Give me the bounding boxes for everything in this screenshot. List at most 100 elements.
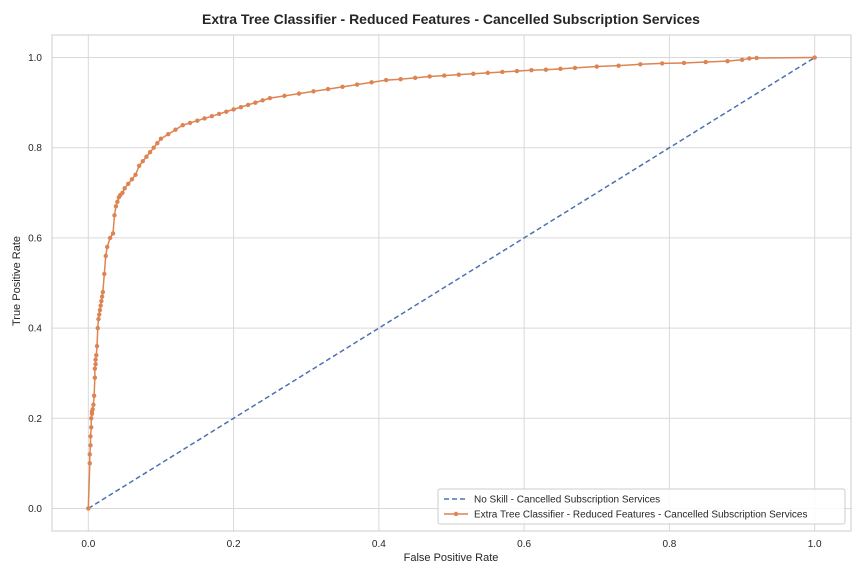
roc-point bbox=[253, 100, 258, 105]
roc-point bbox=[126, 181, 131, 186]
roc-point bbox=[340, 84, 345, 90]
roc-point bbox=[173, 127, 178, 132]
roc-point bbox=[231, 107, 236, 112]
roc-point bbox=[99, 294, 105, 299]
roc-point bbox=[245, 102, 251, 108]
roc-point bbox=[89, 425, 94, 430]
x-tick-label: 0.6 bbox=[517, 539, 531, 550]
roc-point bbox=[151, 145, 156, 150]
roc-point bbox=[98, 303, 103, 308]
roc-point bbox=[88, 443, 93, 448]
roc-point bbox=[96, 316, 101, 322]
roc-point bbox=[529, 67, 534, 73]
roc-point bbox=[140, 159, 145, 164]
series-layer bbox=[86, 55, 817, 511]
roc-point bbox=[103, 253, 108, 259]
roc-point bbox=[224, 109, 229, 114]
roc-point bbox=[100, 289, 106, 295]
roc-point bbox=[311, 89, 316, 94]
x-tick-label: 0.2 bbox=[227, 539, 241, 550]
roc-point bbox=[216, 111, 222, 117]
x-tick-label: 1.0 bbox=[808, 539, 822, 550]
roc-point bbox=[558, 66, 563, 72]
roc-point bbox=[260, 98, 265, 103]
roc-point bbox=[442, 73, 447, 78]
roc-point bbox=[180, 122, 185, 128]
y-tick-label: 1.0 bbox=[28, 53, 42, 64]
y-tick-label: 0.0 bbox=[28, 504, 42, 515]
roc-point bbox=[87, 452, 92, 457]
roc-point bbox=[427, 74, 432, 79]
roc-point bbox=[86, 506, 91, 511]
y-tick-label: 0.8 bbox=[28, 143, 42, 154]
roc-point bbox=[147, 150, 153, 155]
roc-point bbox=[95, 325, 100, 331]
roc-point bbox=[166, 132, 171, 137]
roc-point bbox=[354, 82, 360, 87]
roc-point bbox=[105, 244, 110, 250]
roc-point bbox=[90, 407, 95, 412]
roc-point bbox=[93, 357, 98, 362]
roc-point bbox=[94, 343, 100, 349]
x-tick-label: 0.8 bbox=[662, 539, 676, 550]
roc-point bbox=[369, 80, 374, 85]
roc-point bbox=[92, 375, 98, 380]
x-tick-label: 0.0 bbox=[81, 539, 95, 550]
legend: No Skill - Cancelled Subscription Servic… bbox=[437, 488, 846, 525]
roc-point bbox=[113, 204, 119, 209]
roc-point bbox=[594, 64, 599, 69]
roc-point bbox=[102, 271, 107, 277]
roc-point bbox=[93, 361, 98, 367]
roc-point bbox=[155, 141, 160, 146]
chart-title: Extra Tree Classifier - Reduced Features… bbox=[202, 11, 700, 27]
roc-point bbox=[638, 62, 643, 67]
roc-point bbox=[296, 91, 302, 96]
plot-frame bbox=[51, 34, 852, 532]
roc-point bbox=[543, 67, 549, 72]
roc-point bbox=[107, 235, 113, 241]
roc-point bbox=[471, 71, 476, 76]
roc-point bbox=[88, 434, 93, 439]
roc-point bbox=[99, 298, 104, 304]
roc-point bbox=[747, 56, 752, 61]
roc-point bbox=[97, 312, 102, 317]
y-tick-label: 0.4 bbox=[28, 324, 42, 335]
roc-point bbox=[158, 136, 164, 141]
y-tick-label: 0.6 bbox=[28, 233, 42, 244]
legend-label: Extra Tree Classifier - Reduced Features… bbox=[474, 510, 807, 521]
roc-point bbox=[572, 65, 578, 71]
roc-point bbox=[87, 461, 92, 466]
roc-point bbox=[202, 116, 207, 121]
roc-point bbox=[812, 55, 817, 60]
roc-point bbox=[383, 77, 389, 83]
roc-point bbox=[754, 55, 759, 61]
roc-point bbox=[456, 72, 461, 77]
legend-box bbox=[437, 488, 846, 525]
roc-point bbox=[195, 118, 200, 123]
roc-point bbox=[122, 186, 127, 191]
roc-point bbox=[267, 95, 273, 101]
roc-point bbox=[412, 75, 418, 81]
roc-point bbox=[398, 76, 403, 82]
roc-point bbox=[187, 120, 193, 126]
tick-labels: 0.0 0.2 0.4 0.6 0.8 1.0 0.0 0.2 0.4 0.6 0.8 1.0 bbox=[28, 53, 822, 550]
roc-point bbox=[136, 163, 142, 168]
roc-point bbox=[681, 60, 687, 66]
roc-point bbox=[120, 190, 125, 196]
roc-point bbox=[94, 352, 99, 358]
roc-point bbox=[144, 154, 149, 159]
legend-label: No Skill - Cancelled Subscription Servic… bbox=[474, 495, 660, 506]
roc-point bbox=[89, 416, 94, 421]
y-axis-label: True Positive Rate bbox=[11, 236, 23, 326]
roc-point bbox=[500, 69, 505, 75]
no-skill-line bbox=[87, 56, 816, 510]
roc-point bbox=[616, 63, 621, 68]
x-axis-label: False Positive Rate bbox=[404, 552, 499, 564]
legend-marker bbox=[453, 511, 459, 517]
roc-point bbox=[282, 93, 287, 99]
roc-point bbox=[91, 402, 96, 407]
roc-point bbox=[659, 61, 665, 66]
roc-point bbox=[112, 213, 117, 218]
